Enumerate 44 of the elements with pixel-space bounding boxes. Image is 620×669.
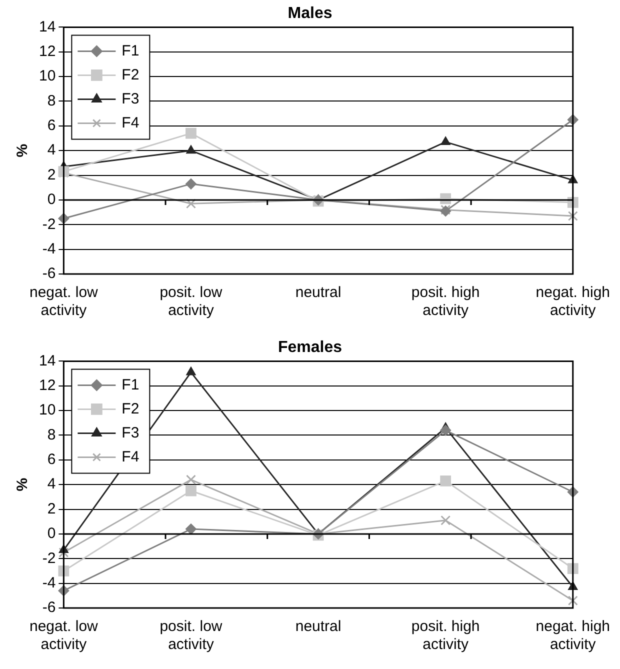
x-tick-label: neutral — [295, 284, 342, 302]
y-tick-label: -6 — [42, 265, 56, 282]
y-tick-label: 6 — [47, 117, 56, 134]
y-tick-label: 0 — [47, 191, 56, 208]
y-tick-label: 8 — [47, 92, 56, 110]
y-tick-label: -4 — [42, 240, 56, 258]
legend-label: F4 — [122, 448, 140, 466]
y-tick-label: 4 — [47, 142, 56, 159]
y-tick-label: 2 — [47, 500, 56, 518]
legend-label: F3 — [122, 424, 140, 442]
y-tick-label: 2 — [47, 166, 56, 184]
legend-label: F2 — [122, 400, 140, 418]
y-tick-label: 6 — [47, 451, 56, 468]
y-tick-label: 0 — [47, 525, 56, 542]
y-tick-label: 10 — [38, 68, 56, 85]
legend-label: F4 — [122, 114, 140, 132]
x-tick-label: posit. high activity — [411, 284, 480, 320]
legend-label: F3 — [122, 90, 140, 108]
y-tick-label: -4 — [42, 574, 56, 592]
x-tick-label: neutral — [295, 618, 342, 636]
x-tick-label: negat. high activity — [536, 618, 610, 654]
y-axis-title: % — [14, 144, 32, 158]
chart-title: Males — [288, 5, 332, 22]
y-axis-title: % — [14, 478, 32, 492]
y-tick-label: 14 — [38, 18, 56, 36]
y-tick-label: 14 — [38, 352, 56, 370]
x-tick-label: posit. high activity — [411, 618, 480, 654]
y-tick-label: 10 — [38, 402, 56, 419]
y-tick-label: 12 — [38, 43, 56, 60]
x-tick-label: negat. high activity — [536, 284, 610, 320]
y-tick-label: -2 — [42, 550, 56, 567]
y-tick-label: 8 — [47, 426, 56, 444]
y-tick-label: -2 — [42, 216, 56, 233]
y-tick-label: 4 — [47, 476, 56, 493]
legend-label: F1 — [122, 376, 140, 394]
chart-title: Females — [278, 339, 342, 356]
x-tick-label: negat. low activity — [29, 284, 98, 320]
y-tick-label: 12 — [38, 377, 56, 394]
legend-label: F2 — [122, 66, 140, 84]
y-tick-label: -6 — [42, 599, 56, 616]
x-tick-label: negat. low activity — [29, 618, 98, 654]
x-tick-label: posit. low activity — [160, 618, 222, 654]
x-tick-label: posit. low activity — [160, 284, 222, 320]
legend-label: F1 — [122, 42, 140, 60]
